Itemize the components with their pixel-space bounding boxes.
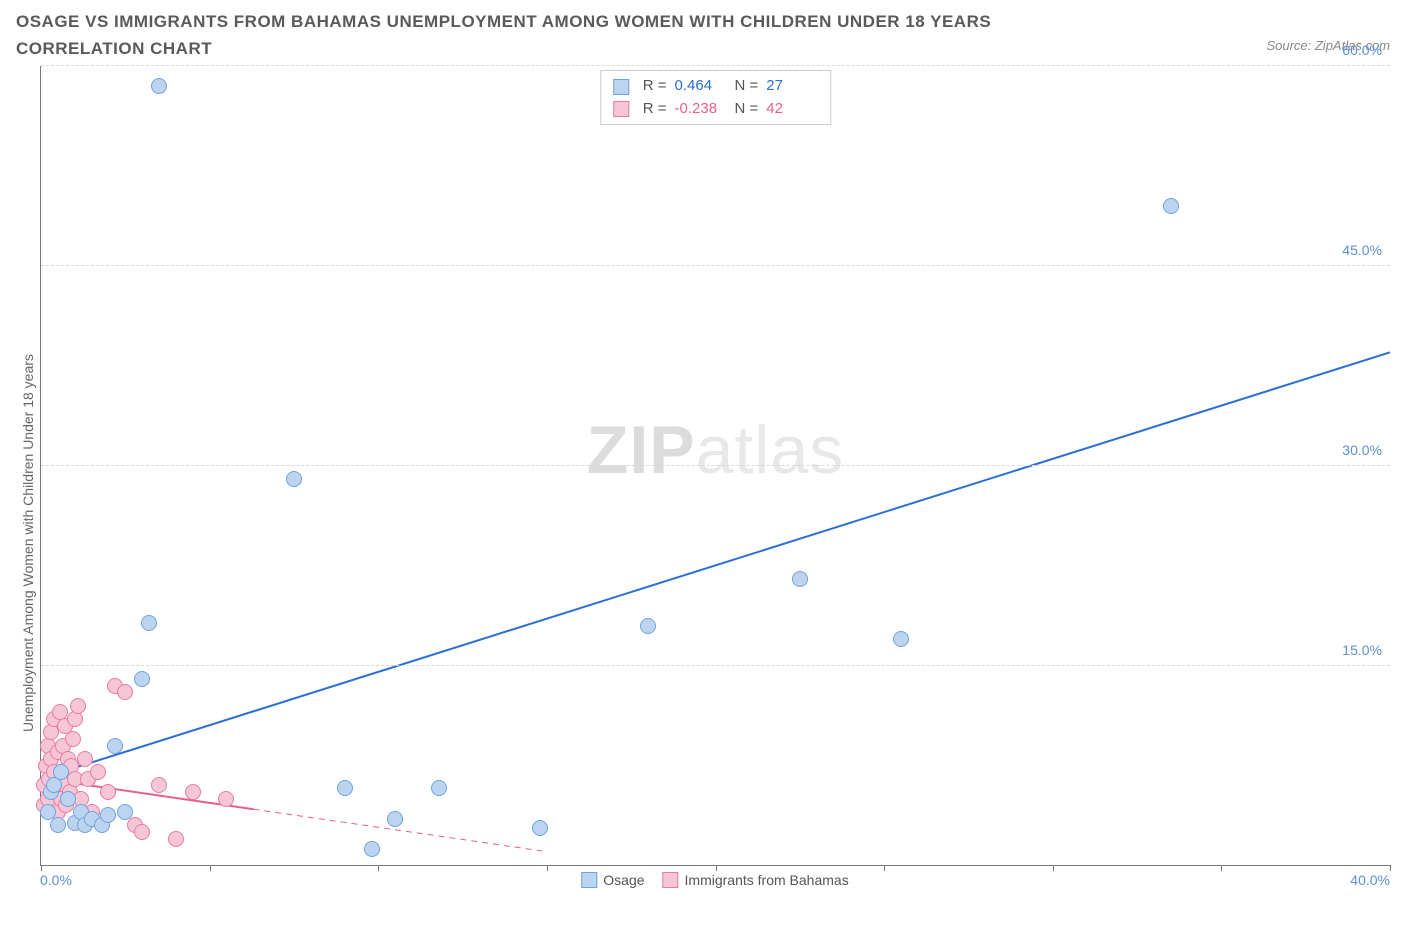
y-tick-label: 30.0% bbox=[1342, 442, 1382, 458]
data-point bbox=[218, 791, 234, 807]
data-point bbox=[50, 817, 66, 833]
data-point bbox=[65, 731, 81, 747]
data-point bbox=[70, 698, 86, 714]
gridline bbox=[41, 65, 1390, 66]
data-point bbox=[1163, 198, 1179, 214]
data-point bbox=[185, 784, 201, 800]
swatch-osage bbox=[581, 872, 597, 888]
x-tick-mark bbox=[716, 865, 717, 871]
data-point bbox=[60, 791, 76, 807]
data-point bbox=[151, 78, 167, 94]
x-tick-mark bbox=[378, 865, 379, 871]
data-point bbox=[53, 764, 69, 780]
data-point bbox=[90, 764, 106, 780]
watermark-atlas: atlas bbox=[696, 412, 845, 488]
legend-label-bahamas: Immigrants from Bahamas bbox=[685, 872, 849, 888]
data-point bbox=[100, 784, 116, 800]
gridline bbox=[41, 665, 1390, 666]
data-point bbox=[134, 824, 150, 840]
x-tick-mark bbox=[1390, 865, 1391, 871]
data-point bbox=[141, 615, 157, 631]
y-tick-label: 45.0% bbox=[1342, 242, 1382, 258]
data-point bbox=[117, 804, 133, 820]
data-point bbox=[286, 471, 302, 487]
legend-item-osage: Osage bbox=[581, 872, 644, 888]
x-axis-row: 0.0% Osage Immigrants from Bahamas 40.0% bbox=[40, 872, 1390, 900]
chart-title: OSAGE VS IMMIGRANTS FROM BAHAMAS UNEMPLO… bbox=[16, 8, 1116, 62]
legend-item-bahamas: Immigrants from Bahamas bbox=[663, 872, 849, 888]
data-point bbox=[168, 831, 184, 847]
x-tick-mark bbox=[1221, 865, 1222, 871]
chart-container: Unemployment Among Women with Children U… bbox=[16, 66, 1390, 900]
data-point bbox=[792, 571, 808, 587]
data-point bbox=[100, 807, 116, 823]
x-tick-mark bbox=[884, 865, 885, 871]
data-point bbox=[67, 711, 83, 727]
data-point bbox=[134, 671, 150, 687]
watermark: ZIPatlas bbox=[587, 411, 844, 489]
r-label: R = bbox=[643, 75, 667, 98]
data-point bbox=[431, 780, 447, 796]
n-label: N = bbox=[735, 75, 759, 98]
legend-label-osage: Osage bbox=[603, 872, 644, 888]
r-label: R = bbox=[643, 98, 667, 121]
data-point bbox=[77, 751, 93, 767]
scatter-plot: ZIPatlas R = 0.464 N = 27 R = -0.238 N =… bbox=[40, 66, 1390, 866]
x-left-label: 0.0% bbox=[40, 872, 72, 888]
swatch-bahamas bbox=[663, 872, 679, 888]
stats-row-bahamas: R = -0.238 N = 42 bbox=[613, 98, 819, 121]
data-point bbox=[337, 780, 353, 796]
x-tick-mark bbox=[547, 865, 548, 871]
data-point bbox=[532, 820, 548, 836]
trend-lines bbox=[41, 66, 1390, 865]
x-tick-mark bbox=[41, 865, 42, 871]
n-value-bahamas: 42 bbox=[766, 98, 818, 121]
series-legend: Osage Immigrants from Bahamas bbox=[581, 872, 848, 888]
data-point bbox=[364, 841, 380, 857]
x-right-label: 40.0% bbox=[1350, 872, 1390, 888]
gridline bbox=[41, 265, 1390, 266]
n-value-osage: 27 bbox=[766, 75, 818, 98]
y-axis-label: Unemployment Among Women with Children U… bbox=[16, 66, 40, 900]
data-point bbox=[893, 631, 909, 647]
x-tick-mark bbox=[210, 865, 211, 871]
chart-header: OSAGE VS IMMIGRANTS FROM BAHAMAS UNEMPLO… bbox=[16, 8, 1390, 62]
x-tick-mark bbox=[1053, 865, 1054, 871]
swatch-osage bbox=[613, 79, 629, 95]
data-point bbox=[117, 684, 133, 700]
watermark-zip: ZIP bbox=[587, 412, 696, 488]
data-point bbox=[640, 618, 656, 634]
y-tick-label: 60.0% bbox=[1342, 42, 1382, 58]
data-point bbox=[151, 777, 167, 793]
r-value-bahamas: -0.238 bbox=[675, 98, 727, 121]
gridline bbox=[41, 465, 1390, 466]
y-tick-label: 15.0% bbox=[1342, 642, 1382, 658]
data-point bbox=[107, 738, 123, 754]
stats-row-osage: R = 0.464 N = 27 bbox=[613, 75, 819, 98]
plot-column: ZIPatlas R = 0.464 N = 27 R = -0.238 N =… bbox=[40, 66, 1390, 900]
data-point bbox=[387, 811, 403, 827]
n-label: N = bbox=[735, 98, 759, 121]
swatch-bahamas bbox=[613, 101, 629, 117]
stats-legend: R = 0.464 N = 27 R = -0.238 N = 42 bbox=[600, 70, 832, 125]
r-value-osage: 0.464 bbox=[675, 75, 727, 98]
